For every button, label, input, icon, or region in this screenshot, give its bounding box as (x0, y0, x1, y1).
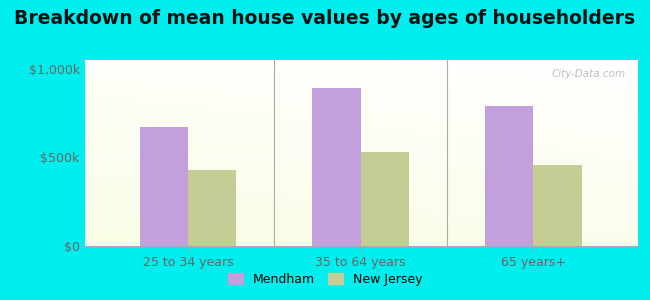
Bar (534, 164, 582, 246)
Bar (313, 88, 361, 246)
Bar (485, 106, 534, 246)
Bar (188, 170, 237, 246)
Text: Breakdown of mean house values by ages of householders: Breakdown of mean house values by ages o… (14, 9, 636, 28)
Text: City-Data.com: City-Data.com (552, 69, 626, 79)
Bar (140, 127, 188, 246)
Legend: Mendham, New Jersey: Mendham, New Jersey (223, 268, 427, 291)
Bar (361, 152, 409, 246)
